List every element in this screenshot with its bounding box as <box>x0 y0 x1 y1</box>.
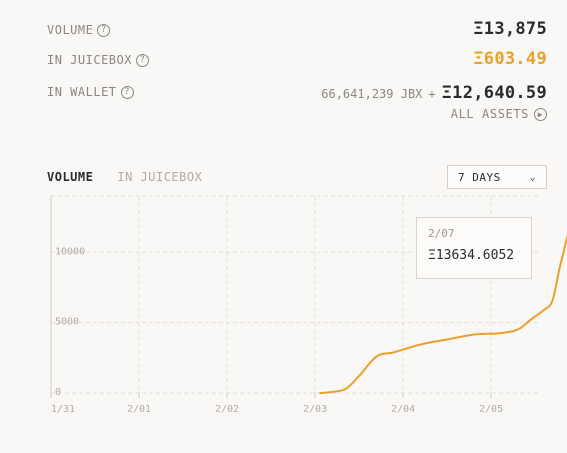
volume-series-line <box>319 234 567 394</box>
wallet-extra: 66,641,239 JBX + Ξ12,640.59 <box>321 83 547 103</box>
tooltip-value: Ξ13634.6052 <box>428 248 515 263</box>
arrow-right-circle-icon: ▶ <box>534 107 547 121</box>
tab-volume[interactable]: VOLUME <box>47 170 94 184</box>
chevron-down-icon: ⌄ <box>529 171 536 183</box>
volume-label-wrap: VOLUME ? <box>47 23 111 37</box>
range-select-value: 7 DAYS <box>458 170 501 184</box>
in-wallet-label: IN WALLET <box>47 85 117 99</box>
volume-chart: 1/312/012/022/032/042/052/060500010000 <box>50 195 567 415</box>
volume-label: VOLUME <box>47 23 94 37</box>
plus-sign: + <box>428 87 436 101</box>
all-assets-link[interactable]: ALL ASSETS ▶ <box>451 107 547 121</box>
in-wallet-label-wrap: IN WALLET ? <box>47 85 134 99</box>
in-wallet-row: IN WALLET ? 66,641,239 JBX + Ξ12,640.59 <box>47 81 547 105</box>
jbx-balance: 66,641,239 JBX <box>321 87 423 101</box>
chart-tooltip: 2/07 Ξ13634.6052 <box>416 217 532 279</box>
volume-row: VOLUME ? Ξ13,875 <box>47 19 547 43</box>
in-juicebox-label-wrap: IN JUICEBOX ? <box>47 53 149 67</box>
y-tick-label: 5000 <box>55 317 79 328</box>
x-tick-label: 2/01 <box>127 404 151 415</box>
info-icon[interactable]: ? <box>120 85 134 99</box>
in-juicebox-row: IN JUICEBOX ? Ξ603.49 <box>47 49 547 73</box>
range-select[interactable]: 7 DAYS ⌄ <box>447 165 547 189</box>
x-tick-label: 1/31 <box>51 404 75 415</box>
x-tick-label: 2/05 <box>479 404 503 415</box>
y-tick-label: 10000 <box>55 246 85 257</box>
y-tick-label: 0 <box>55 387 61 398</box>
volume-value: Ξ13,875 <box>473 19 547 39</box>
x-tick-label: 2/02 <box>215 404 239 415</box>
in-juicebox-value: Ξ603.49 <box>473 49 547 69</box>
chart-tabs: VOLUME IN JUICEBOX <box>47 170 202 184</box>
in-wallet-value: Ξ12,640.59 <box>441 83 547 103</box>
x-tick-label: 2/04 <box>391 404 415 415</box>
x-tick-label: 2/03 <box>303 404 327 415</box>
all-assets-label: ALL ASSETS <box>450 107 529 121</box>
in-juicebox-label: IN JUICEBOX <box>47 53 132 67</box>
info-icon[interactable]: ? <box>97 23 111 37</box>
info-icon[interactable]: ? <box>135 53 149 67</box>
tab-in-juicebox[interactable]: IN JUICEBOX <box>117 170 203 184</box>
tooltip-date: 2/07 <box>428 227 455 240</box>
